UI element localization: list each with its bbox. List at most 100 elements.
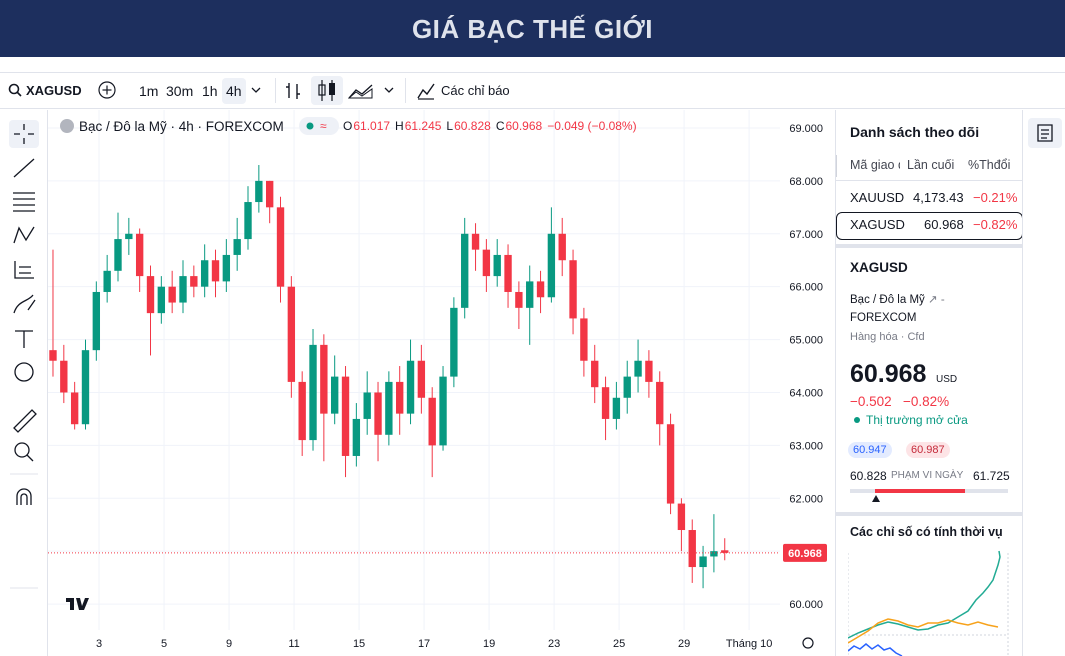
candle-body <box>168 286 176 303</box>
range-low: 60.828 <box>850 469 887 483</box>
candle-style-active[interactable] <box>311 76 343 105</box>
ohlc-value: 60.968 <box>505 119 542 133</box>
status-badge <box>299 117 339 135</box>
chevron[interactable] <box>383 85 395 95</box>
candle-body <box>287 286 296 382</box>
y-tick-label: 66.000 <box>789 282 823 294</box>
status-icon: ≈ <box>320 119 327 133</box>
ohlc-value: 60.828 <box>454 119 491 133</box>
candle-body <box>450 307 458 377</box>
x-tick-label: 23 <box>548 638 560 650</box>
symbol-search[interactable]: XAGUSD <box>26 83 82 98</box>
indicators-button[interactable]: Các chỉ báo <box>441 83 510 98</box>
candle-body <box>591 360 599 388</box>
projection-tool[interactable] <box>14 261 34 279</box>
detail-price: 60.968 <box>850 360 927 388</box>
divider <box>405 78 406 103</box>
zoom-tool[interactable] <box>14 442 30 458</box>
watchlist-toggle[interactable] <box>1028 118 1062 148</box>
candle-body <box>233 239 241 255</box>
magnet-tool[interactable] <box>16 488 32 505</box>
bid-badge: 60.947 <box>848 442 892 458</box>
y-tick-label: 68.000 <box>789 176 823 188</box>
area-style-icon[interactable] <box>348 82 374 100</box>
y-tick-label: 67.000 <box>789 229 823 241</box>
watchlist-last: 4,173.43 <box>913 190 964 205</box>
watchlist-symbol[interactable]: XAUUSD <box>850 190 905 205</box>
candle-body <box>385 381 393 435</box>
candle-body <box>179 276 187 303</box>
candle-body <box>493 254 501 277</box>
candle-body <box>656 381 664 425</box>
seasonal-chart <box>848 550 1009 656</box>
candle-body <box>710 551 718 557</box>
candle-body <box>461 233 469 308</box>
candle-body <box>677 503 686 531</box>
candle-body <box>666 424 675 504</box>
candle-body <box>699 556 707 568</box>
x-tick-label: 9 <box>226 638 232 650</box>
candle-body <box>157 286 166 314</box>
brush-tool[interactable] <box>13 294 36 314</box>
legend-symbol: Bạc / Đô la Mỹ · 4h · FOREXCOM <box>79 119 284 134</box>
candle-body <box>580 318 588 361</box>
search-icon[interactable] <box>8 83 22 97</box>
right-panel: Danh sách theo dõi Mã giao d Lần cuối %T… <box>835 110 1023 656</box>
candle-body <box>255 180 263 203</box>
x-tick-label: 25 <box>613 638 625 650</box>
last-price-label: 60.968 <box>788 548 822 560</box>
detail-description: Bạc / Đô la Mỹ ↗ - <box>850 294 945 306</box>
candle-body <box>482 249 491 277</box>
detail-currency: USD <box>936 374 958 385</box>
interval-button-active[interactable]: 4h <box>222 78 246 104</box>
candle-body <box>125 233 133 240</box>
line-tool[interactable] <box>13 158 35 178</box>
watchlist-symbol[interactable]: XAGUSD <box>850 217 905 232</box>
y-tick-label: 69.000 <box>789 123 823 135</box>
header: GIÁ BẠC THẾ GIỚI <box>0 0 1065 57</box>
candle-body <box>276 207 285 287</box>
candle-body <box>244 202 252 240</box>
watchlist-title: Danh sách theo dõi <box>850 124 980 140</box>
candle-body <box>439 376 447 446</box>
text-tool[interactable] <box>15 330 33 348</box>
interval-button[interactable]: 30m <box>166 83 194 99</box>
candle-body <box>612 397 621 419</box>
column-header[interactable]: %Thđổi <box>968 158 1011 172</box>
y-tick-label: 64.000 <box>789 387 823 399</box>
candle-body <box>146 276 155 314</box>
column-header[interactable]: Mã giao d <box>850 158 900 172</box>
crosshair-tool[interactable] <box>14 124 34 144</box>
candle-body <box>536 281 545 298</box>
ruler-tool[interactable] <box>13 409 37 433</box>
pattern-tool[interactable] <box>13 226 35 244</box>
top-toolbar: XAGUSD 1m 30m 1h 4h Các chỉ báo <box>0 72 1065 109</box>
ohlc-value: 61.245 <box>405 119 442 133</box>
chevron[interactable] <box>250 85 262 95</box>
candle-body <box>190 276 198 287</box>
emoji-tool[interactable] <box>14 362 34 382</box>
tool-active-bg <box>9 120 39 148</box>
bar-style-icon[interactable] <box>284 81 302 101</box>
candle-body <box>92 291 101 351</box>
range-bar <box>875 489 965 493</box>
candle-body <box>645 360 653 382</box>
column-header[interactable]: Lần cuối <box>907 158 955 172</box>
interval-button[interactable]: 1h <box>202 83 218 99</box>
candles <box>49 165 729 589</box>
indicators-icon[interactable] <box>416 81 436 101</box>
x-tick-label: 19 <box>483 638 495 650</box>
divider <box>275 78 276 103</box>
candle-body <box>601 387 610 419</box>
fib-tool[interactable] <box>13 192 35 212</box>
drawing-toolbar <box>9 120 39 589</box>
seasonal-title: Các chỉ số có tính thời vụ <box>850 525 1003 539</box>
chart: 60.00061.00062.00063.00064.00065.00066.0… <box>47 110 827 656</box>
candle-body <box>396 381 404 414</box>
interval-button[interactable]: 1m <box>139 83 159 99</box>
candle-body <box>526 281 534 308</box>
market-status: Thị trường mở cửa <box>866 413 968 427</box>
candle-body <box>471 233 480 250</box>
settings-icon[interactable] <box>802 637 814 649</box>
add-symbol[interactable] <box>98 81 116 99</box>
